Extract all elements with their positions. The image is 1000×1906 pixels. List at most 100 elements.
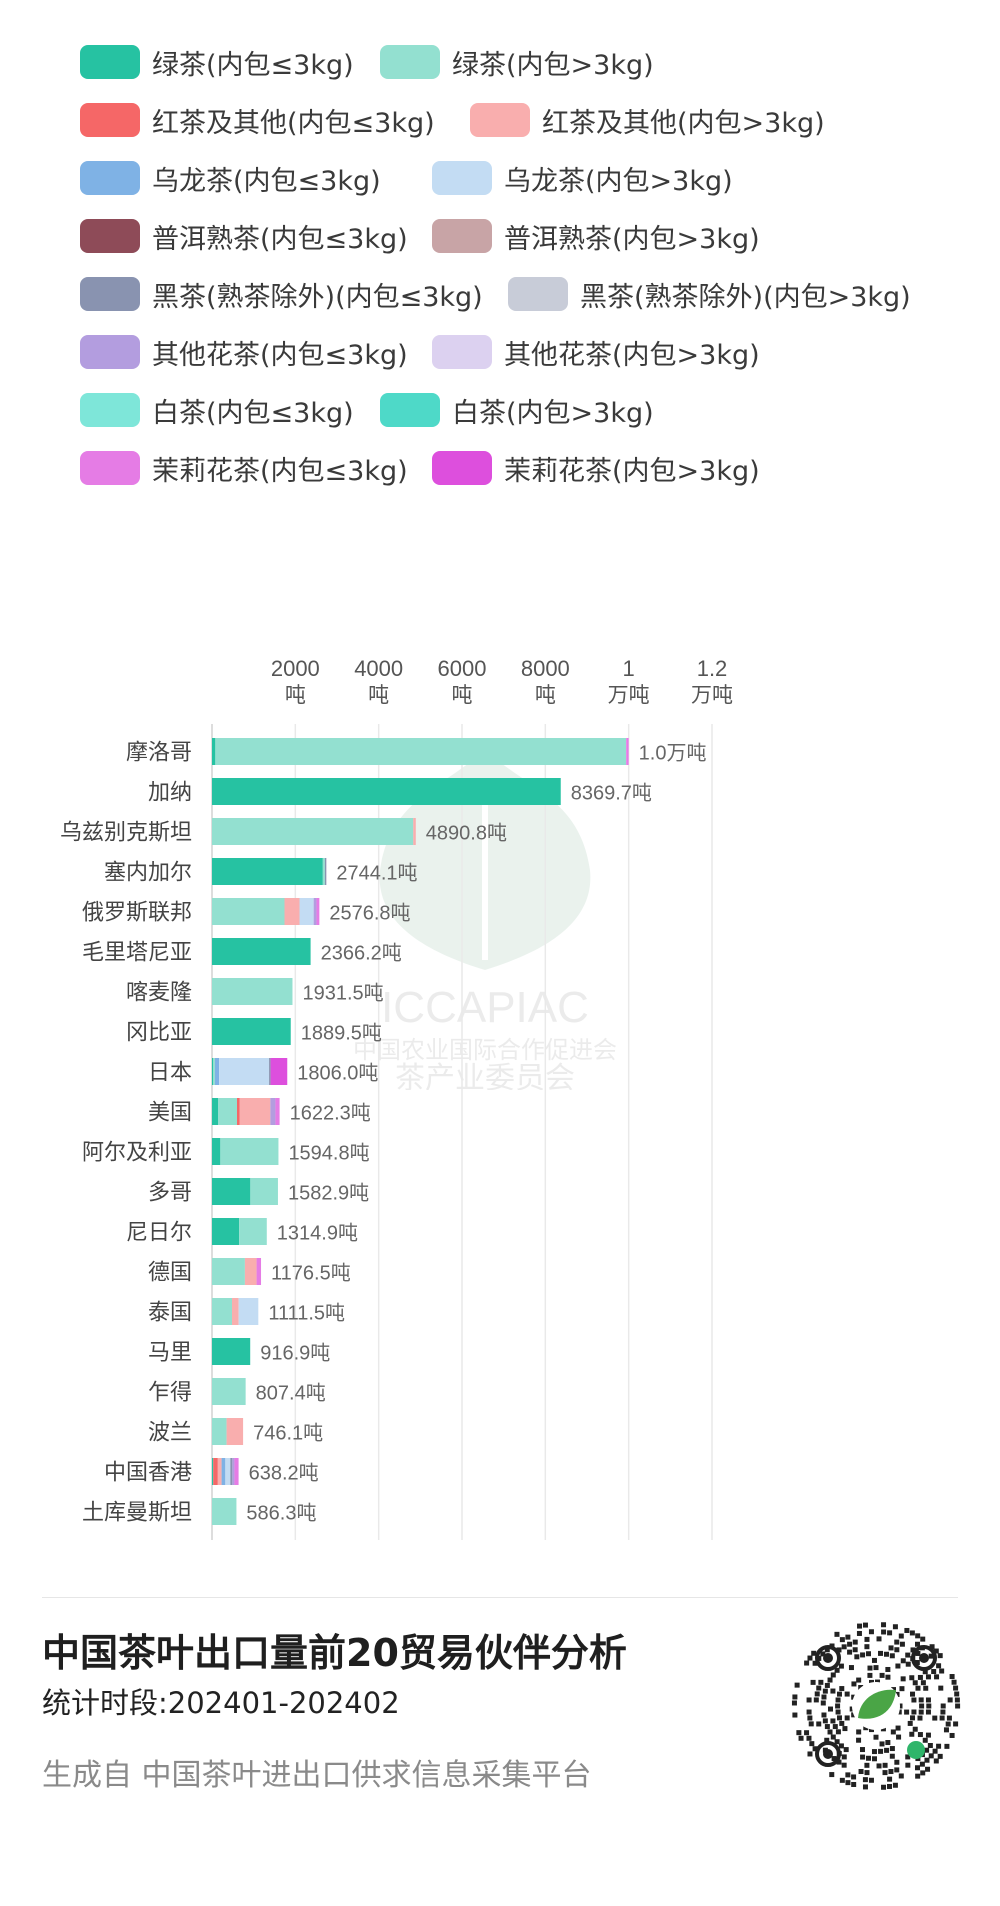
qr-dot xyxy=(920,1770,926,1776)
legend-item[interactable]: 普洱熟茶(内包>3kg) xyxy=(432,216,760,256)
qr-finder-center xyxy=(823,1653,833,1663)
qr-dot xyxy=(834,1739,840,1745)
qr-dot xyxy=(927,1742,933,1748)
bar-segment xyxy=(212,1418,227,1445)
bar-total-label: 1314.9吨 xyxy=(277,1222,358,1245)
bar-total-label: 746.1吨 xyxy=(253,1422,323,1445)
qr-dot xyxy=(885,1740,891,1746)
qr-dot xyxy=(936,1663,942,1669)
qr-dot xyxy=(810,1679,816,1685)
legend-item[interactable]: 黑茶(熟茶除外)(内包≤3kg) xyxy=(80,274,483,314)
legend-swatch xyxy=(432,451,492,485)
bar-total-label: 1.0万吨 xyxy=(639,742,707,765)
bar-total-label: 1931.5吨 xyxy=(302,982,383,1005)
qr-dot xyxy=(864,1762,870,1768)
legend-item[interactable]: 绿茶(内包>3kg) xyxy=(380,42,654,82)
bar-segment xyxy=(239,1098,271,1125)
qr-dot xyxy=(836,1647,842,1653)
bar-segment xyxy=(230,1458,233,1485)
legend-swatch xyxy=(80,103,140,137)
qr-dot xyxy=(887,1783,893,1789)
qr-dot xyxy=(938,1685,944,1691)
qr-dot xyxy=(905,1762,911,1768)
bar-total-label: 1622.3吨 xyxy=(290,1102,371,1125)
legend-item[interactable]: 白茶(内包>3kg) xyxy=(380,390,654,430)
legend-item[interactable]: 白茶(内包≤3kg) xyxy=(80,390,354,430)
qr-dot xyxy=(951,1679,957,1685)
category-label: 乍得 xyxy=(148,1381,192,1406)
qr-dot xyxy=(939,1668,945,1674)
qr-dot xyxy=(914,1660,920,1666)
qr-dot xyxy=(899,1641,905,1647)
bar-segment xyxy=(212,978,293,1005)
qr-dot xyxy=(894,1691,900,1697)
bar-total-label: 2576.8吨 xyxy=(329,902,410,925)
qr-dot xyxy=(864,1644,870,1650)
bar-total-label: 586.3吨 xyxy=(246,1502,316,1525)
qr-dot xyxy=(858,1769,864,1775)
legend-item[interactable]: 红茶及其他(内包>3kg) xyxy=(470,100,825,140)
legend-item[interactable]: 茉莉花茶(内包>3kg) xyxy=(432,448,760,488)
legend-swatch xyxy=(380,393,440,427)
bar-total-label: 8369.7吨 xyxy=(571,782,652,805)
legend-item[interactable]: 红茶及其他(内包≤3kg) xyxy=(80,100,435,140)
qr-dot xyxy=(806,1709,812,1715)
legend-item[interactable]: 其他花茶(内包>3kg) xyxy=(432,332,760,372)
legend-item[interactable]: 茉莉花茶(内包≤3kg) xyxy=(80,448,408,488)
bar-segment xyxy=(270,1098,276,1125)
x-tick-unit: 吨 xyxy=(535,683,556,707)
qr-dot xyxy=(888,1769,894,1775)
qr-dot xyxy=(925,1709,931,1715)
legend-item[interactable]: 其他花茶(内包≤3kg) xyxy=(80,332,408,372)
bar-segment xyxy=(212,1378,246,1405)
qr-dot xyxy=(806,1697,812,1703)
qr-dot xyxy=(953,1685,959,1691)
legend-label: 红茶及其他(内包>3kg) xyxy=(542,107,825,139)
qr-dot xyxy=(926,1703,932,1709)
bar-segment xyxy=(322,858,325,885)
qr-dot xyxy=(883,1651,889,1657)
legend-item[interactable]: 黑茶(熟茶除外)(内包>3kg) xyxy=(508,274,911,314)
qr-dot xyxy=(914,1765,920,1771)
legend-item[interactable]: 乌龙茶(内包>3kg) xyxy=(432,158,733,198)
legend-item[interactable]: 绿茶(内包≤3kg) xyxy=(80,42,354,82)
bar-segment xyxy=(212,1098,219,1125)
qr-dot xyxy=(862,1784,868,1790)
bar-segment xyxy=(212,1458,214,1485)
qr-dot xyxy=(953,1721,959,1727)
qr-dot xyxy=(919,1703,925,1709)
category-label: 俄罗斯联邦 xyxy=(82,901,192,926)
category-label: 喀麦隆 xyxy=(126,981,192,1006)
qr-dot xyxy=(841,1754,847,1760)
bar-segment xyxy=(214,1058,220,1085)
qr-dot xyxy=(835,1697,841,1703)
bar-segment xyxy=(299,898,314,925)
qr-dot xyxy=(911,1709,917,1715)
qr-dot xyxy=(887,1776,893,1782)
qr-finder xyxy=(911,1645,937,1671)
qr-dot xyxy=(900,1676,906,1682)
qr-dot xyxy=(860,1652,866,1658)
qr-dot xyxy=(839,1777,845,1783)
bar-total-label: 1111.5吨 xyxy=(268,1302,345,1325)
mini-program-icon xyxy=(907,1741,925,1759)
bar-segment xyxy=(239,1218,267,1245)
legend-swatch xyxy=(80,277,140,311)
legend-swatch xyxy=(80,393,140,427)
bar-segment xyxy=(217,1458,222,1485)
qr-dot xyxy=(943,1727,949,1733)
bar-segment xyxy=(221,1458,226,1485)
bar-total-label: 916.9吨 xyxy=(260,1342,330,1365)
qr-dot xyxy=(812,1660,818,1666)
qr-dot xyxy=(937,1653,943,1659)
category-label: 毛里塔尼亚 xyxy=(82,941,192,966)
legend-swatch xyxy=(80,45,140,79)
qr-dot xyxy=(864,1636,870,1642)
footer-divider xyxy=(42,1597,958,1598)
legend-item[interactable]: 乌龙茶(内包≤3kg) xyxy=(80,158,381,198)
qr-dot xyxy=(856,1630,862,1636)
legend-item[interactable]: 普洱熟茶(内包≤3kg) xyxy=(80,216,408,256)
mini-program-qr-code[interactable] xyxy=(788,1618,964,1794)
qr-dot xyxy=(807,1751,813,1757)
chart-title: 中国茶叶出口量前20贸易伙伴分析 xyxy=(42,1631,627,1675)
